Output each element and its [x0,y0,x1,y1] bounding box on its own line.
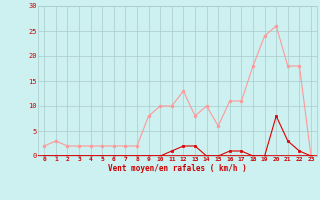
X-axis label: Vent moyen/en rafales ( km/h ): Vent moyen/en rafales ( km/h ) [108,164,247,173]
